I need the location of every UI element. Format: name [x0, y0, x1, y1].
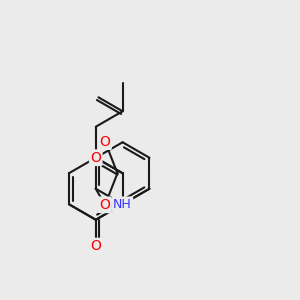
Text: NH: NH: [113, 198, 132, 211]
Text: O: O: [90, 151, 101, 165]
Text: O: O: [100, 135, 110, 148]
Text: O: O: [100, 198, 110, 212]
Text: O: O: [90, 239, 101, 253]
